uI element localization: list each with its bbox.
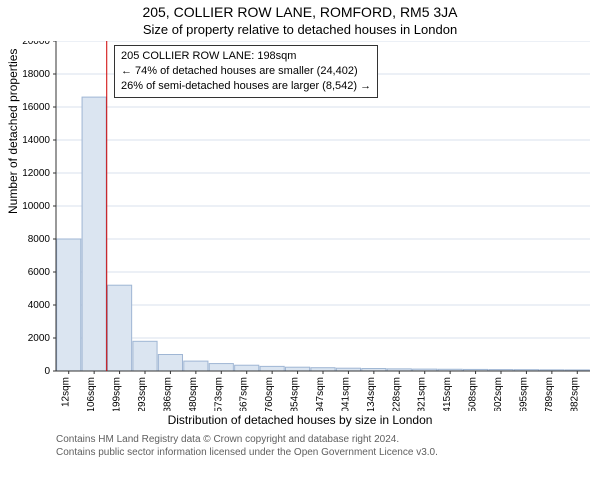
svg-text:4000: 4000 [28,300,51,311]
svg-text:199sqm: 199sqm [112,377,123,411]
svg-text:14000: 14000 [22,135,50,146]
svg-text:20000: 20000 [22,41,50,47]
svg-text:1789sqm: 1789sqm [544,377,555,411]
annotation-line: 26% of semi-detached houses are larger (… [121,79,371,94]
svg-text:667sqm: 667sqm [239,377,250,411]
svg-text:1134sqm: 1134sqm [366,377,377,411]
svg-text:0: 0 [44,366,50,377]
footer-line-2: Contains public sector information licen… [56,446,600,459]
svg-text:293sqm: 293sqm [137,377,148,411]
svg-text:106sqm: 106sqm [86,377,97,411]
svg-text:12000: 12000 [22,168,50,179]
svg-text:1882sqm: 1882sqm [569,377,580,411]
svg-text:10000: 10000 [22,201,50,212]
svg-text:6000: 6000 [28,267,51,278]
svg-text:1695sqm: 1695sqm [518,377,529,411]
svg-text:8000: 8000 [28,234,51,245]
svg-text:12sqm: 12sqm [61,377,72,407]
footer-attribution: Contains HM Land Registry data © Crown c… [56,433,600,459]
svg-text:1415sqm: 1415sqm [442,377,453,411]
svg-text:16000: 16000 [22,102,50,113]
svg-text:947sqm: 947sqm [315,377,326,411]
chart-container: 205, COLLIER ROW LANE, ROMFORD, RM5 3JA … [0,4,600,504]
chart-title-address: 205, COLLIER ROW LANE, ROMFORD, RM5 3JA [0,4,600,20]
svg-text:854sqm: 854sqm [290,377,301,411]
footer-line-1: Contains HM Land Registry data © Crown c… [56,433,600,446]
svg-text:2000: 2000 [28,333,51,344]
svg-text:1602sqm: 1602sqm [493,377,504,411]
svg-text:1228sqm: 1228sqm [391,377,402,411]
plot-area-wrapper: 0200040006000800010000120001400016000180… [56,41,590,411]
svg-text:480sqm: 480sqm [188,377,199,411]
x-axis-label: Distribution of detached houses by size … [0,413,600,427]
svg-text:760sqm: 760sqm [264,377,275,411]
chart-title-desc: Size of property relative to detached ho… [0,22,600,37]
svg-text:386sqm: 386sqm [162,377,173,411]
svg-text:573sqm: 573sqm [213,377,224,411]
annotation-line: ← 74% of detached houses are smaller (24… [121,64,371,79]
svg-text:1508sqm: 1508sqm [468,377,479,411]
svg-text:18000: 18000 [22,69,50,80]
svg-text:1321sqm: 1321sqm [417,377,428,411]
annotation-box: 205 COLLIER ROW LANE: 198sqm← 74% of det… [114,45,378,98]
svg-text:1041sqm: 1041sqm [340,377,351,411]
annotation-line: 205 COLLIER ROW LANE: 198sqm [121,49,371,64]
